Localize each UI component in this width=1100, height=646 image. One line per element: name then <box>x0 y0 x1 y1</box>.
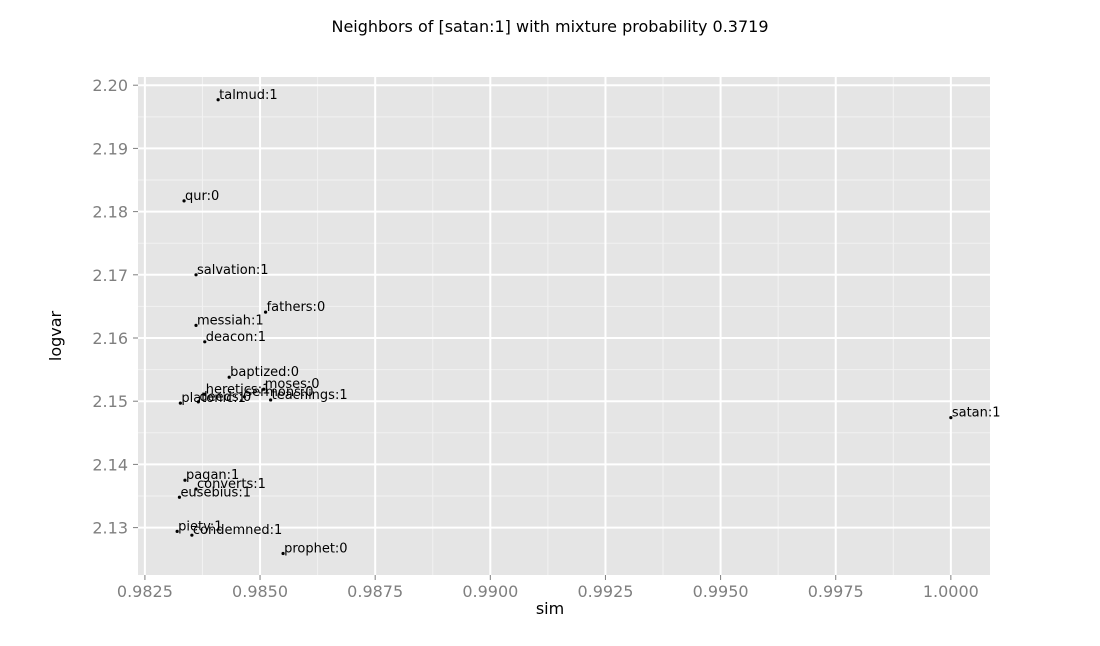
data-point: salvation:1 <box>194 263 269 278</box>
point-marker <box>242 395 246 399</box>
point-label: heretics:1 <box>206 382 271 397</box>
y-tick-label: 2.16 <box>92 329 128 348</box>
point-marker <box>949 416 953 420</box>
axis-ticks <box>133 84 952 580</box>
point-label: messiah:1 <box>197 313 264 328</box>
point-marker <box>281 551 285 556</box>
point-marker <box>190 533 194 537</box>
point-marker <box>262 387 266 391</box>
point-marker <box>178 401 182 405</box>
point-marker <box>203 392 207 396</box>
point-label: converts:1 <box>197 477 266 492</box>
minor-gridlines <box>138 77 990 575</box>
data-point: deacon:1 <box>203 330 266 345</box>
point-marker <box>203 340 207 344</box>
x-axis-tick-labels: 0.9825 0.9850 0.9875 0.9900 0.9925 0.9950 0.99… <box>117 582 979 601</box>
data-point: teachings:1 <box>269 388 348 403</box>
point-marker <box>263 310 268 314</box>
point-label: fathers:0 <box>267 300 326 315</box>
point-label: baptized:0 <box>230 365 299 380</box>
point-marker <box>175 529 179 533</box>
data-point: baptized:0 <box>227 365 299 380</box>
y-tick-label: 2.15 <box>92 392 128 411</box>
point-label: qur:0 <box>185 189 219 204</box>
point-label: satan:1 <box>952 406 1001 421</box>
point-marker <box>216 98 220 102</box>
y-tick-label: 2.19 <box>92 139 128 158</box>
point-label: eusebius:1 <box>180 485 251 500</box>
point-label: deeds:0 <box>199 390 251 405</box>
point-label: prophet:0 <box>284 542 348 557</box>
x-axis-title: sim <box>536 599 564 618</box>
chart-title: Neighbors of [satan:1] with mixture prob… <box>331 17 768 36</box>
point-marker <box>194 323 198 327</box>
x-tick-label: 1.0000 <box>923 582 979 601</box>
y-tick-label: 2.20 <box>92 76 128 95</box>
plot-panel <box>138 77 990 575</box>
point-label: salvation:1 <box>197 263 269 278</box>
y-tick-label: 2.14 <box>92 455 128 474</box>
data-point: sermons:0 <box>242 385 314 400</box>
x-tick-label: 0.9825 <box>117 582 173 601</box>
point-marker <box>269 398 273 402</box>
point-marker <box>194 487 198 491</box>
data-point: qur:0 <box>182 189 219 204</box>
major-gridlines <box>138 77 990 575</box>
point-label: condemned:1 <box>193 523 282 538</box>
point-label: platonic:1 <box>181 391 246 406</box>
point-marker <box>183 478 187 482</box>
point-label: deacon:1 <box>206 330 266 345</box>
point-marker <box>196 400 200 404</box>
point-label: pagan:1 <box>186 468 239 483</box>
data-point: satan:1 <box>949 406 1001 421</box>
x-tick-label: 0.9875 <box>347 582 403 601</box>
y-axis-title: logvar <box>46 310 65 361</box>
point-marker <box>227 375 231 379</box>
data-point: heretics:1 <box>203 382 270 397</box>
y-tick-label: 2.18 <box>92 203 128 222</box>
x-tick-label: 0.9900 <box>462 582 518 601</box>
data-point: fathers:0 <box>263 300 326 315</box>
y-tick-label: 2.13 <box>92 519 128 538</box>
point-label: sermons:0 <box>245 385 313 400</box>
point-label: piety:1 <box>178 519 222 534</box>
point-marker <box>182 199 186 203</box>
point-label: talmud:1 <box>219 88 277 103</box>
data-point: platonic:1 <box>178 391 246 406</box>
point-marker <box>194 273 198 277</box>
data-point: messiah:1 <box>194 313 264 328</box>
y-tick-label: 2.17 <box>92 266 128 285</box>
data-point: eusebius:1 <box>177 485 251 500</box>
data-points: talmud:1 qur:0 salvation:1 fathers:0messiah… <box>175 88 1001 557</box>
data-point: pagan:1 <box>183 468 239 483</box>
point-label: moses:0 <box>265 377 320 392</box>
x-tick-label: 0.9950 <box>693 582 749 601</box>
data-point: converts:1 <box>194 477 266 492</box>
x-tick-label: 0.9925 <box>577 582 633 601</box>
point-marker <box>177 495 182 499</box>
data-point: prophet:0 <box>281 542 348 557</box>
x-tick-label: 0.9850 <box>232 582 288 601</box>
data-point: deeds:0 <box>196 390 251 405</box>
point-label: teachings:1 <box>272 388 348 403</box>
data-point: talmud:1 <box>216 88 278 103</box>
data-point: piety:1 <box>175 519 223 534</box>
data-point: moses:0 <box>262 377 320 392</box>
data-point: condemned:1 <box>190 523 282 538</box>
y-axis-tick-labels: 2.13 2.14 2.15 2.16 2.17 2.18 2.19 2.20 <box>92 76 128 537</box>
x-tick-label: 0.9975 <box>808 582 864 601</box>
